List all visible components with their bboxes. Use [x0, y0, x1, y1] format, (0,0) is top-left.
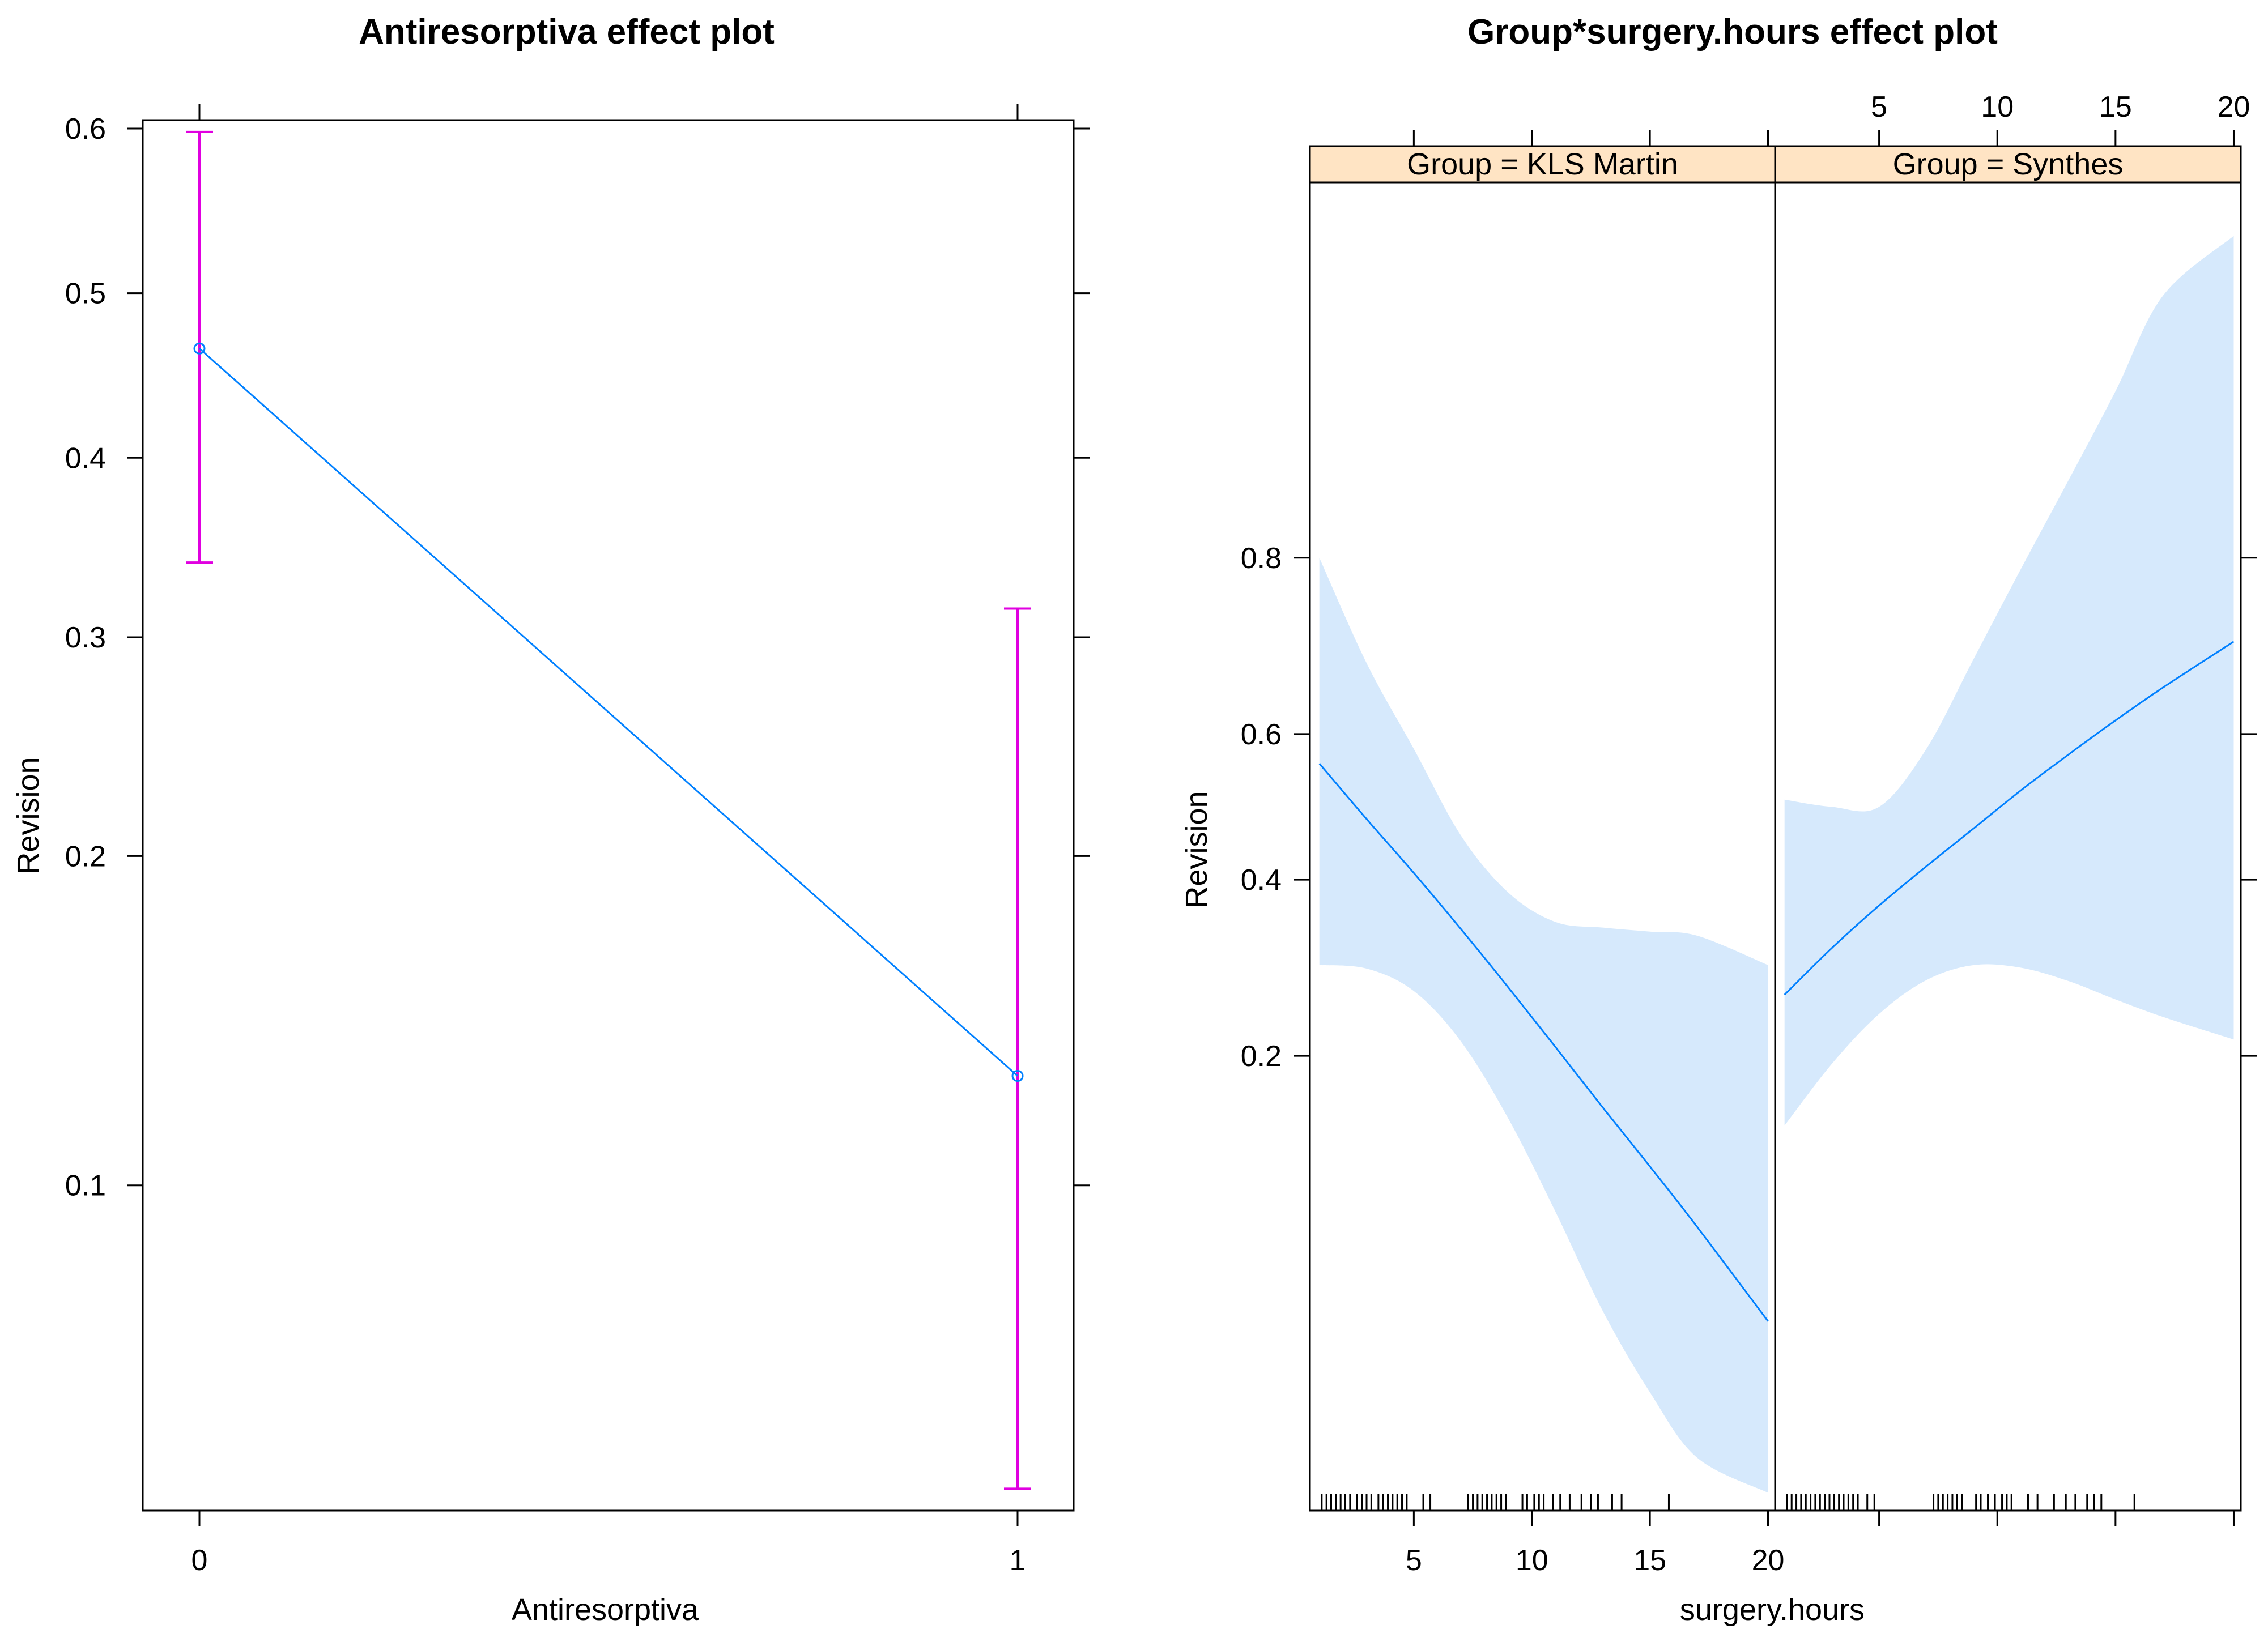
left-y-tick-label: 0.5	[65, 278, 106, 310]
right-panels: Group = KLS Martin Group = Synthes	[1309, 145, 2242, 1512]
antiresorptiva-effect-plot: Antiresorptiva effect plot 0.10.20.30.40…	[11, 12, 1090, 1627]
panel-frame	[1774, 145, 2242, 1512]
right-chart-title: Group*surgery.hours effect plot	[1467, 12, 1998, 52]
left-y-tick-label: 0.6	[65, 113, 106, 146]
fit-line	[1784, 641, 2235, 996]
fit-line	[1318, 763, 1769, 1322]
panel-kls-martin: Group = KLS Martin	[1309, 145, 1776, 1512]
right-axes: 5 10 15 20 5 10 15 20 0.2 0.4 0.6 0.8	[1241, 91, 2257, 1577]
left-x-axis-label: Antiresorptiva	[512, 1593, 699, 1627]
left-y-tick-label: 0.3	[65, 621, 106, 654]
right-y-tick-label: 0.2	[1241, 1040, 1282, 1073]
right-y-axis-label: Revision	[1180, 791, 1214, 908]
left-y-tick-label: 0.1	[65, 1170, 106, 1202]
confidence-band	[1784, 236, 2234, 1126]
left-x-tick-label: 1	[1010, 1544, 1026, 1577]
left-plot-frame	[142, 119, 1075, 1512]
fit-line	[199, 348, 1018, 1077]
x-tick-label-top: 10	[1981, 91, 2014, 123]
left-x-tick-label: 0	[192, 1544, 208, 1577]
strip-label: Group = Synthes	[1893, 147, 2124, 181]
x-tick-label-top: 20	[2218, 91, 2250, 123]
right-x-axis-label: surgery.hours	[1680, 1593, 1865, 1627]
x-tick-label-top: 5	[1871, 91, 1887, 123]
x-tick-label-bottom: 5	[1406, 1544, 1422, 1577]
left-error-bars	[186, 130, 1031, 1490]
left-y-ticks: 0.1 0.2 0.3 0.4 0.5 0.6	[65, 113, 1090, 1202]
fit-point	[1011, 1070, 1024, 1082]
fit-point	[193, 342, 206, 355]
group-surgery-hours-effect-plot: Group*surgery.hours effect plot Group = …	[1180, 12, 2257, 1627]
x-tick-label-top: 15	[2099, 91, 2132, 123]
right-y-tick-label: 0.6	[1241, 718, 1282, 751]
x-tick-label-bottom: 10	[1516, 1544, 1548, 1577]
left-chart-title: Antiresorptiva effect plot	[359, 12, 775, 52]
left-y-tick-label: 0.2	[65, 840, 106, 873]
x-tick-label-bottom: 20	[1752, 1544, 1785, 1577]
x-tick-label-bottom: 15	[1633, 1544, 1666, 1577]
right-y-tick-label: 0.4	[1241, 864, 1282, 897]
left-y-tick-label: 0.4	[65, 442, 106, 475]
panel-synthes: Group = Synthes	[1774, 145, 2242, 1512]
right-y-tick-label: 0.8	[1241, 542, 1282, 575]
confidence-band	[1319, 557, 1768, 1493]
left-y-axis-label: Revision	[11, 757, 45, 874]
strip-label: Group = KLS Martin	[1407, 147, 1678, 181]
left-fit-series	[193, 342, 1024, 1082]
